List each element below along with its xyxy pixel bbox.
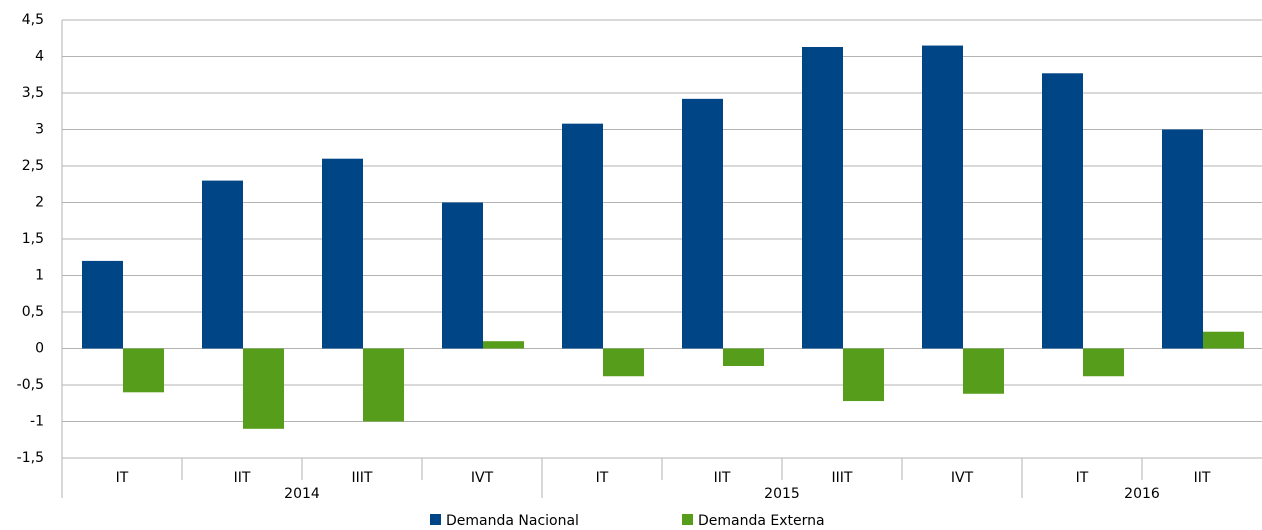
y-tick-label: 4,5 <box>22 12 44 28</box>
bar <box>322 158 363 349</box>
x-tick-label: IVT <box>471 470 494 486</box>
x-group-label: 2014 <box>284 486 320 502</box>
x-tick-label: IIIT <box>832 470 853 486</box>
y-tick-label: 0 <box>35 341 44 357</box>
bar <box>1042 73 1083 349</box>
legend-swatch <box>430 514 441 525</box>
x-group-label: 2016 <box>1124 486 1160 502</box>
bar <box>802 47 843 349</box>
y-tick-label: -1,5 <box>17 450 44 466</box>
x-tick-label: IIIT <box>352 470 373 486</box>
bar <box>843 348 884 402</box>
y-tick-label: 1 <box>35 268 44 284</box>
y-tick-label: 4 <box>35 49 44 65</box>
bar <box>562 123 603 349</box>
x-tick-label: IIT <box>234 470 251 486</box>
bar <box>123 348 164 393</box>
bar <box>243 348 284 429</box>
x-tick-label: IT <box>596 470 609 486</box>
y-tick-label: -1 <box>30 414 44 430</box>
y-tick-label: 0,5 <box>22 304 44 320</box>
bar <box>202 180 243 349</box>
bar <box>1203 331 1244 349</box>
bar <box>363 348 404 422</box>
bar <box>483 341 524 349</box>
bar <box>723 348 764 367</box>
legend-label: Demanda Nacional <box>446 513 579 529</box>
x-tick-label: IIT <box>1194 470 1211 486</box>
bar <box>442 202 483 349</box>
x-tick-label: IT <box>116 470 129 486</box>
y-tick-label: 2,5 <box>22 158 44 174</box>
y-tick-label: 2 <box>35 195 44 211</box>
x-group-label: 2015 <box>764 486 800 502</box>
bar <box>603 348 644 377</box>
y-tick-label: -0,5 <box>17 377 44 393</box>
bar <box>1162 129 1203 349</box>
x-tick-label: IT <box>1076 470 1089 486</box>
bar <box>82 260 123 349</box>
x-tick-label: IIT <box>714 470 731 486</box>
y-tick-label: 3,5 <box>22 85 44 101</box>
bar <box>1083 348 1124 377</box>
bar <box>963 348 1004 394</box>
bar <box>922 45 963 349</box>
legend-swatch <box>682 514 693 525</box>
y-tick-label: 3 <box>35 122 44 138</box>
x-tick-label: IVT <box>951 470 974 486</box>
bar <box>682 98 723 349</box>
legend-label: Demanda Externa <box>698 513 825 529</box>
y-tick-label: 1,5 <box>22 231 44 247</box>
